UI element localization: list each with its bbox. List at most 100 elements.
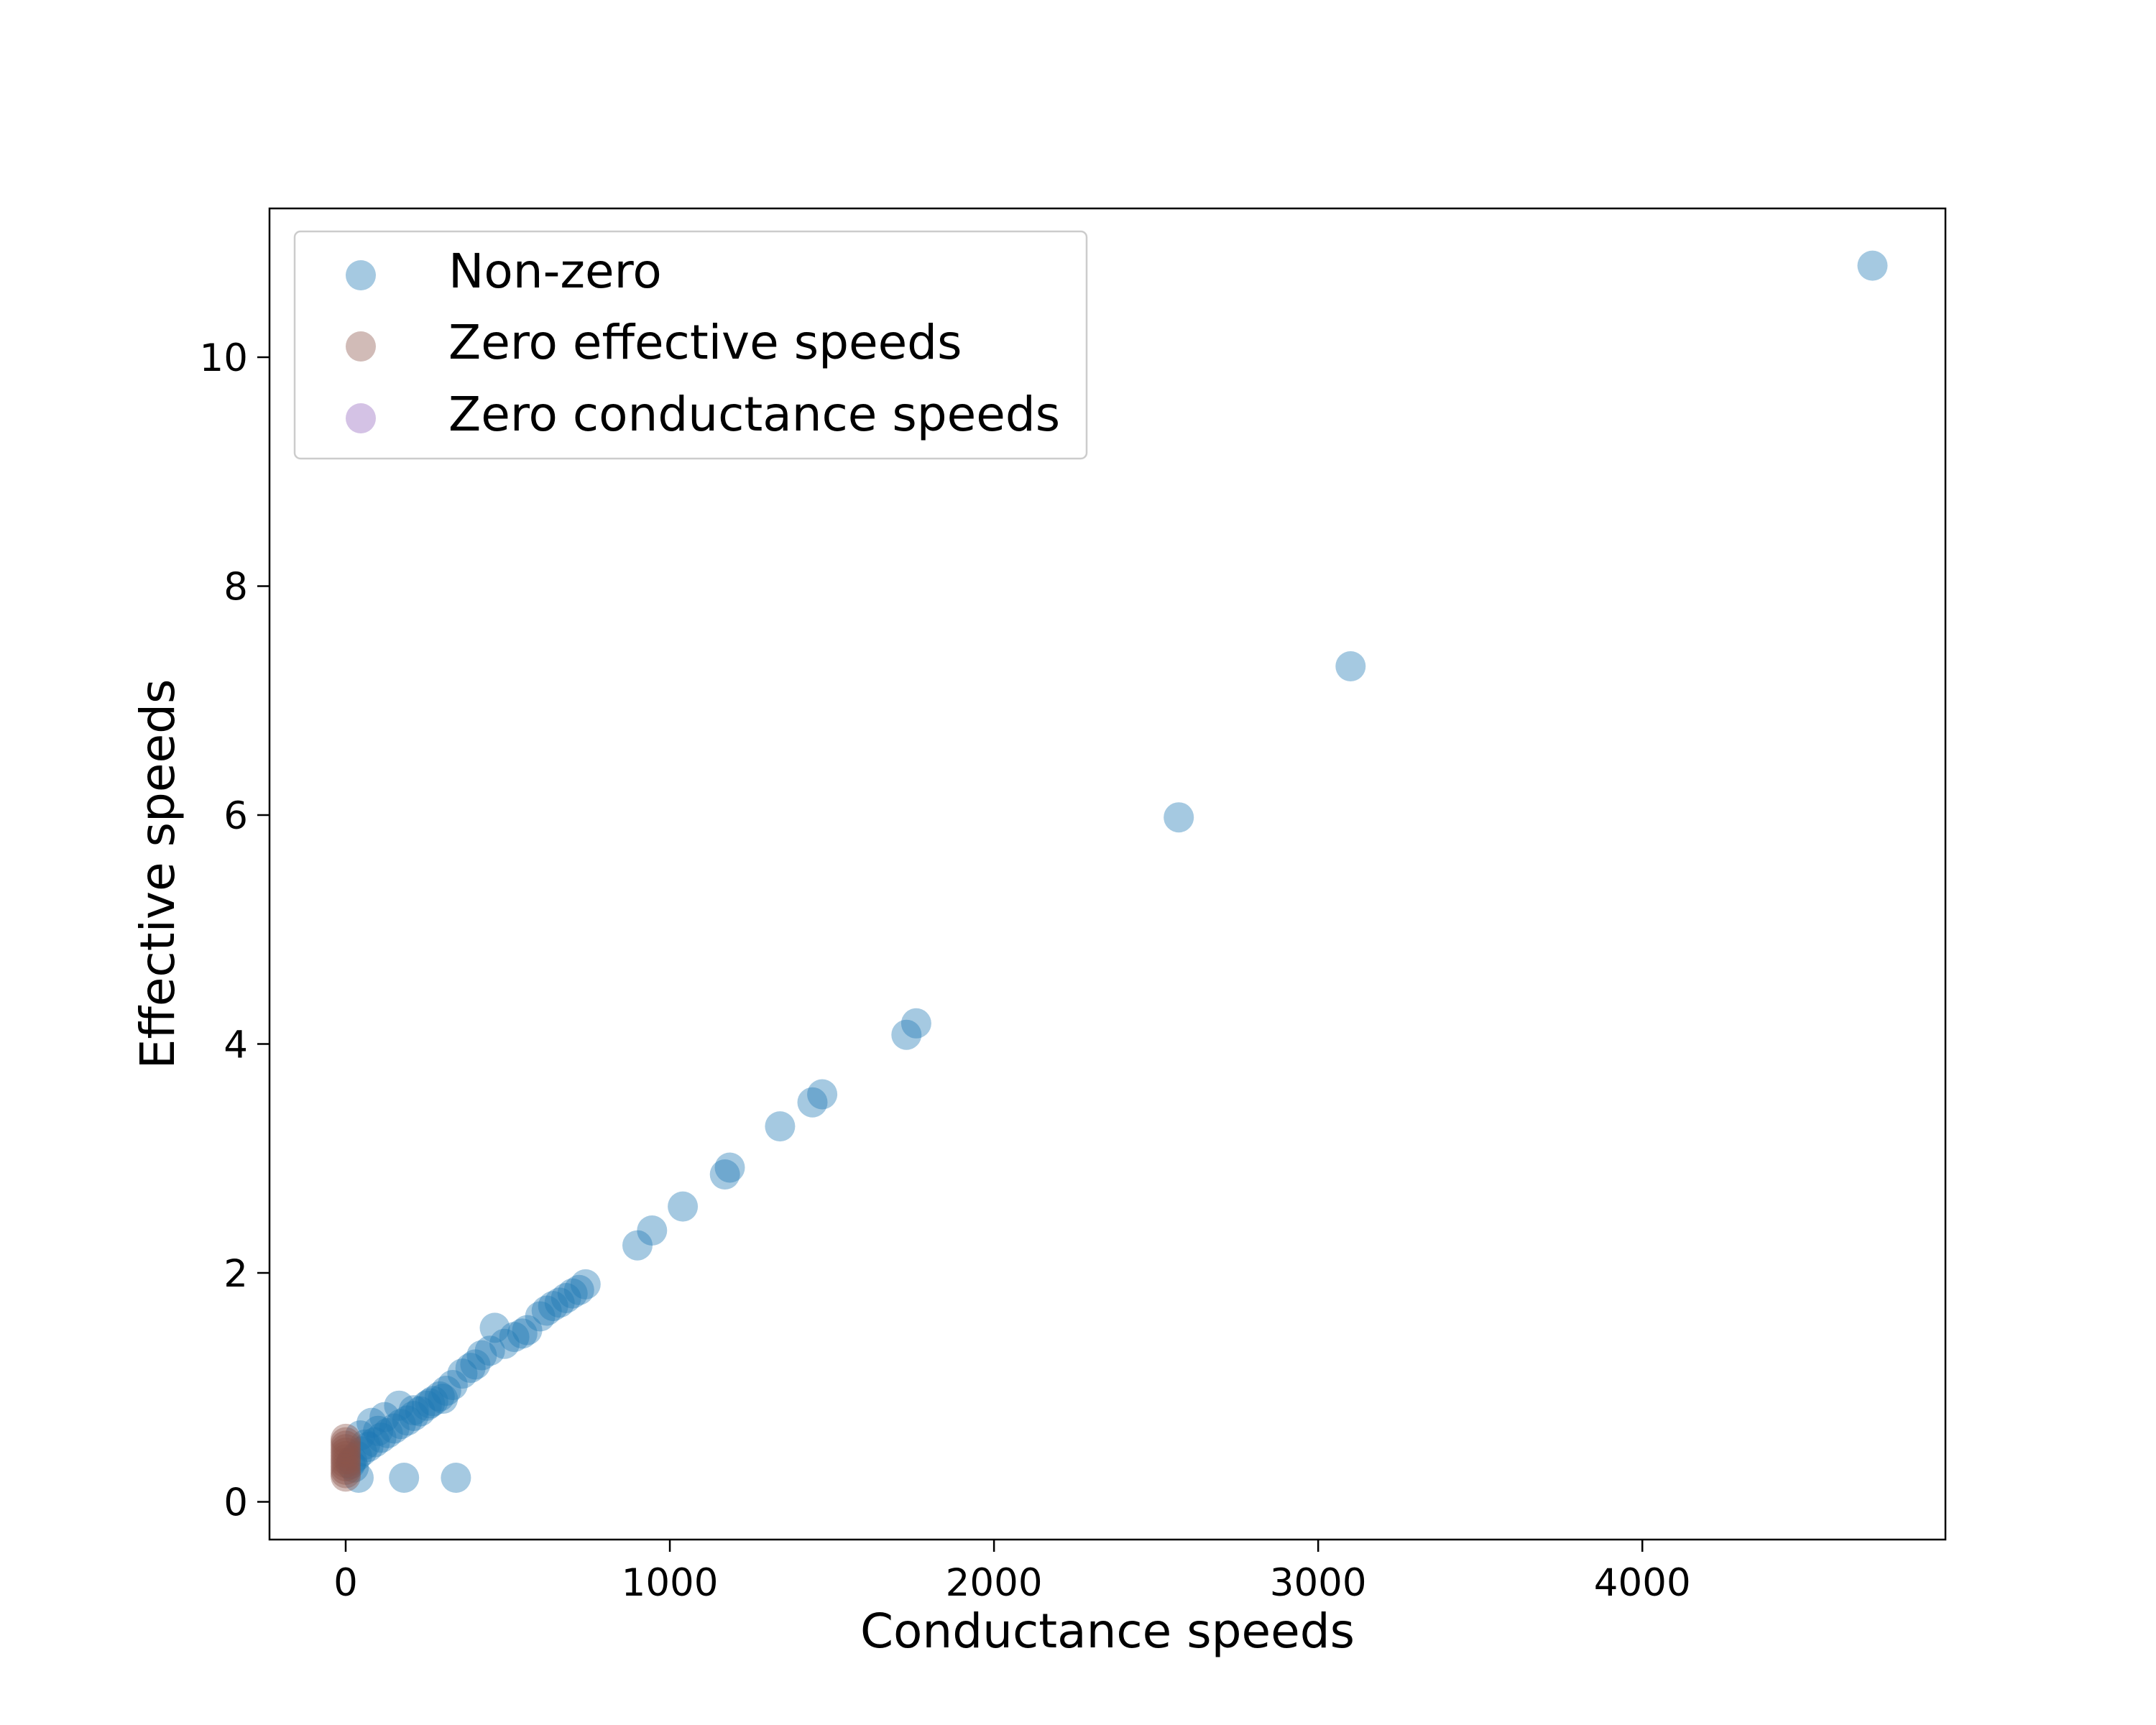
data-point-non-zero [1164, 802, 1194, 833]
data-point-non-zero [563, 1274, 594, 1305]
data-point-non-zero [369, 1402, 400, 1432]
data-point-non-zero [668, 1191, 699, 1222]
data-point-non-zero [398, 1401, 429, 1431]
data-point-non-zero [337, 1445, 367, 1476]
data-point-non-zero [557, 1278, 588, 1309]
data-point-non-zero [430, 1376, 461, 1406]
data-point-non-zero [525, 1301, 556, 1332]
data-point-non-zero [544, 1287, 575, 1318]
y-axis-label: Effective speeds [130, 679, 185, 1070]
data-point-non-zero [570, 1269, 601, 1300]
data-point-zero-effective-speeds [331, 1458, 361, 1489]
data-point-non-zero [455, 1353, 486, 1384]
data-point-non-zero [489, 1328, 520, 1359]
data-point-non-zero [479, 1312, 510, 1343]
data-point-non-zero [807, 1079, 838, 1110]
data-point-zero-effective-speeds [331, 1451, 361, 1482]
y-tick-label: 6 [224, 794, 248, 838]
data-point-non-zero [637, 1215, 668, 1246]
data-point-non-zero [1857, 250, 1888, 281]
data-point-non-zero [460, 1349, 491, 1380]
y-axis-ticks: 0 2 4 6 8 10 [200, 336, 270, 1524]
plot-frame [268, 207, 1947, 1541]
data-point-non-zero [363, 1415, 394, 1446]
data-point-non-zero [384, 1390, 415, 1421]
data-point-zero-effective-speeds [331, 1430, 361, 1461]
y-tick-label: 8 [224, 566, 248, 610]
legend: Non-zero Zero effective speeds Zero cond… [293, 230, 1088, 460]
legend-marker-zero-conductance-speeds [346, 403, 376, 433]
data-point-non-zero [437, 1370, 468, 1400]
data-point-non-zero [392, 1405, 423, 1436]
data-point-non-zero [418, 1386, 448, 1417]
x-tick-label: 1000 [622, 1561, 719, 1605]
x-axis-ticks: 0 1000 2000 3000 4000 [333, 1540, 1691, 1605]
legend-box [293, 230, 1088, 460]
data-point-zero-effective-speeds [331, 1440, 361, 1471]
data-point-non-zero [372, 1417, 403, 1448]
x-tick-label: 0 [333, 1561, 358, 1605]
legend-label-zero-effective-speeds: Zero effective speeds [448, 315, 962, 370]
y-tick-label: 0 [224, 1481, 248, 1524]
data-point-zero-effective-speeds [331, 1444, 361, 1475]
data-point-non-zero [538, 1291, 568, 1322]
data-point-non-zero [441, 1463, 471, 1493]
data-point-non-zero [346, 1436, 377, 1467]
data-point-zero-effective-speeds [331, 1448, 361, 1478]
data-point-non-zero [797, 1087, 828, 1118]
data-point-non-zero [353, 1432, 384, 1462]
data-point-non-zero [389, 1463, 420, 1493]
data-point-non-zero [765, 1111, 796, 1142]
data-point-non-zero [709, 1159, 740, 1190]
data-point-non-zero [428, 1384, 459, 1414]
data-point-non-zero [345, 1420, 376, 1451]
legend-label-zero-conductance-speeds: Zero conductance speeds [448, 387, 1060, 442]
data-point-non-zero [350, 1429, 381, 1460]
data-point-non-zero [550, 1283, 581, 1313]
legend-marker-zero-effective-speeds [346, 331, 376, 362]
data-point-non-zero [622, 1230, 653, 1261]
data-point-zero-effective-speeds [331, 1438, 361, 1468]
data-point-zero-effective-speeds [331, 1423, 361, 1454]
data-point-zero-effective-speeds [331, 1427, 361, 1458]
data-point-non-zero [385, 1409, 416, 1440]
x-tick-label: 3000 [1270, 1561, 1367, 1605]
data-point-zero-effective-speeds [331, 1434, 361, 1465]
data-point-non-zero [424, 1381, 455, 1412]
data-point-non-zero [900, 1008, 931, 1039]
legend-label-non-zero: Non-zero [448, 244, 662, 299]
y-tick-label: 10 [200, 336, 248, 380]
data-point-non-zero [356, 1407, 387, 1438]
y-tick-label: 2 [224, 1252, 248, 1296]
data-point-non-zero [379, 1413, 410, 1444]
y-tick-label: 4 [224, 1023, 248, 1067]
data-point-non-zero [341, 1440, 372, 1471]
data-point-non-zero [415, 1388, 446, 1419]
x-tick-label: 2000 [946, 1561, 1043, 1605]
data-point-non-zero [447, 1358, 478, 1389]
legend-marker-non-zero [346, 260, 376, 290]
data-point-non-zero [359, 1427, 390, 1458]
data-point-non-zero [366, 1422, 397, 1453]
data-point-non-zero [512, 1315, 543, 1346]
data-point-non-zero [474, 1335, 505, 1366]
data-point-non-zero [344, 1463, 374, 1493]
data-point-non-zero [398, 1395, 429, 1426]
data-point-zero-effective-speeds [331, 1461, 361, 1492]
data-point-non-zero [405, 1396, 436, 1427]
data-point-non-zero [335, 1448, 366, 1479]
data-point-non-zero [891, 1019, 922, 1050]
data-point-non-zero [499, 1322, 530, 1353]
data-point-non-zero [1335, 651, 1366, 681]
data-point-non-zero [531, 1295, 562, 1326]
data-point-non-zero [338, 1452, 369, 1483]
x-tick-label: 4000 [1594, 1561, 1691, 1605]
x-axis-label: Conductance speeds [860, 1604, 1355, 1659]
data-point-non-zero [714, 1152, 745, 1183]
data-point-non-zero [466, 1340, 497, 1371]
data-point-zero-effective-speeds [331, 1454, 361, 1485]
data-point-non-zero [507, 1318, 538, 1349]
data-points [331, 250, 1888, 1493]
data-point-non-zero [411, 1390, 442, 1421]
